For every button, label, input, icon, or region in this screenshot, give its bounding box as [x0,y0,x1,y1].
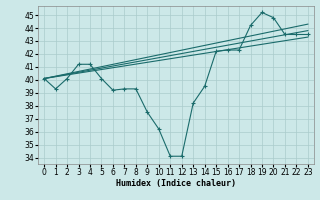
X-axis label: Humidex (Indice chaleur): Humidex (Indice chaleur) [116,179,236,188]
